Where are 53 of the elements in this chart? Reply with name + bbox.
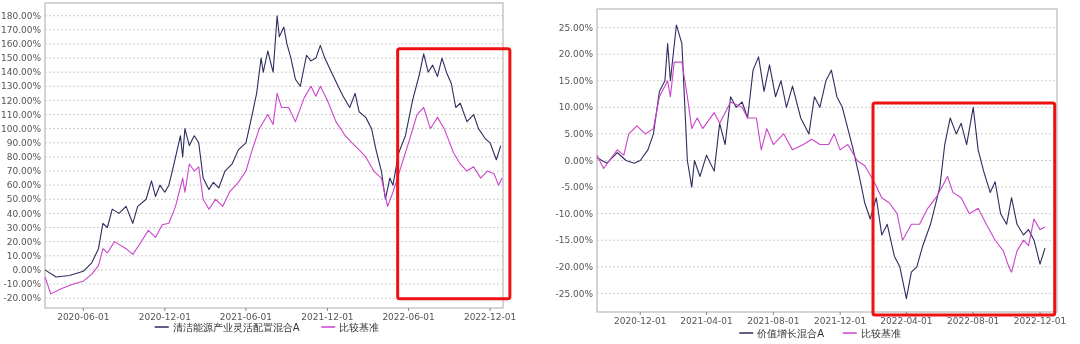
y-tick-label: 25.00% — [558, 22, 594, 33]
y-tick-label: 20.00% — [6, 236, 42, 247]
x-tick-label: 2020-12-01 — [614, 316, 667, 326]
x-tick-label: 2022-06-01 — [382, 312, 435, 322]
x-tick-label: 2022-12-01 — [1013, 316, 1067, 326]
x-tick-label: 2021-12-01 — [813, 316, 867, 326]
y-tick-label: -20.00% — [555, 261, 594, 272]
x-tick-label: 2021-12-01 — [301, 312, 354, 322]
y-tick-label: 170.00% — [0, 24, 42, 35]
y-tick-label: 40.00% — [6, 208, 42, 219]
y-tick-label: -15.00% — [555, 235, 594, 246]
y-tick-label: -5.00% — [561, 182, 594, 193]
x-tick-label: 2021-06-01 — [219, 312, 273, 322]
y-tick-label: -20.00% — [3, 293, 42, 304]
y-tick-label: 70.00% — [6, 166, 42, 177]
y-tick-label: 80.00% — [6, 152, 42, 163]
x-tick-label: 2021-08-01 — [747, 316, 800, 326]
x-tick-label: 2022-04-01 — [880, 316, 933, 326]
y-tick-label: 30.00% — [6, 222, 42, 233]
y-tick-label: 5.00% — [564, 129, 594, 140]
y-tick-label: 90.00% — [6, 137, 42, 148]
y-tick-label: 130.00% — [0, 81, 42, 92]
y-tick-label: 140.00% — [0, 67, 42, 78]
y-tick-label: 180.00% — [0, 10, 42, 21]
x-tick-label: 2021-04-01 — [680, 316, 733, 326]
y-tick-label: 0.00% — [12, 265, 42, 276]
y-tick-label: 110.00% — [0, 109, 42, 120]
legend-label: 比较基准 — [339, 322, 380, 333]
line-series — [596, 61, 1046, 273]
y-tick-label: 60.00% — [6, 180, 42, 191]
x-tick-label: 2020-06-01 — [57, 312, 110, 322]
y-tick-label: 150.00% — [0, 53, 42, 64]
y-tick-label: 120.00% — [0, 95, 42, 106]
y-tick-label: 50.00% — [6, 194, 42, 205]
y-tick-label: 20.00% — [558, 49, 594, 60]
x-tick-label: 2020-12-01 — [138, 312, 191, 322]
line-series — [44, 85, 503, 295]
legend-label: 清洁能源产业灵活配置混合A — [172, 322, 300, 333]
x-tick-label: 2022-12-01 — [463, 312, 517, 322]
legend-label: 比较基准 — [860, 328, 901, 339]
y-tick-label: 160.00% — [0, 39, 42, 50]
y-tick-label: 15.00% — [558, 75, 594, 86]
line-series — [44, 15, 502, 278]
y-tick-label: 10.00% — [558, 102, 594, 113]
y-tick-label: 0.00% — [564, 155, 594, 166]
y-tick-label: 100.00% — [0, 123, 42, 134]
y-tick-label: -10.00% — [555, 208, 594, 219]
legend-label: 价值增长混合A — [756, 328, 825, 339]
x-tick-label: 2022-08-01 — [947, 316, 1000, 326]
y-tick-label: 10.00% — [6, 250, 42, 261]
line-series — [596, 24, 1046, 300]
y-tick-label: -10.00% — [3, 279, 42, 290]
y-tick-label: -25.00% — [555, 288, 594, 299]
